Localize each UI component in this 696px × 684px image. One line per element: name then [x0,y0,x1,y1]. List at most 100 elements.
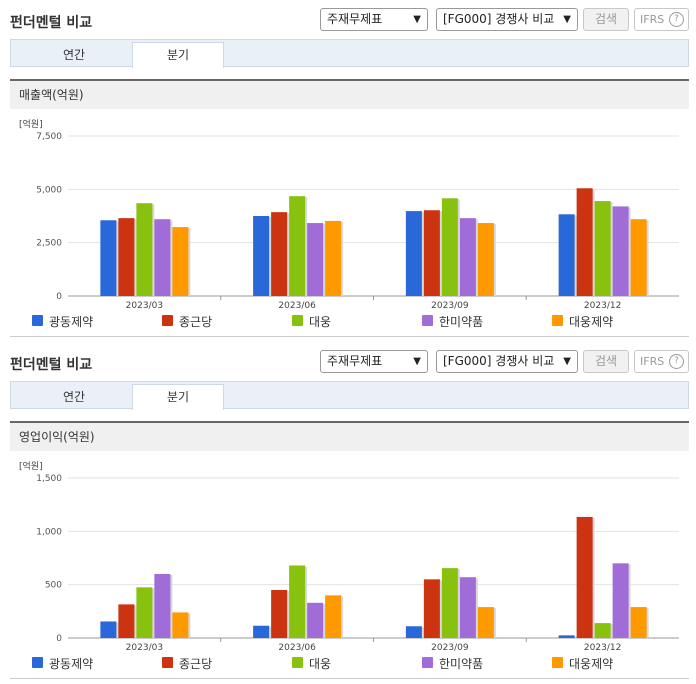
bar-5-2023-09[interactable] [477,223,494,296]
legend-label: 광동제약 [49,657,94,671]
bar-4-2023-03[interactable] [154,574,171,638]
chart-legend: 광동제약 종근당 대웅 한미약품 대웅제약 [0,655,696,671]
bar-5-2023-09[interactable] [477,607,494,638]
divider [10,336,689,337]
fundamental-panel-revenue: 펀더멘털 비교 주재무제표 ▼ [FG000] 경쟁사 비교 ▼ 검색 IFRS… [0,8,696,337]
x-tick-label: 2023/03 [126,301,163,311]
y-tick-label: 500 [45,581,62,591]
y-tick-label: 2,500 [36,239,62,249]
bar-5-2023-12[interactable] [630,219,647,296]
help-icon[interactable]: ? [669,12,684,27]
ifrs-label: IFRS [640,13,665,26]
x-tick-label: 2023/06 [278,643,316,653]
legend-swatch [292,657,303,668]
bar-4-2023-12[interactable] [612,206,629,296]
legend-swatch [552,315,563,326]
help-icon[interactable]: ? [669,354,684,369]
bar-3-2023-03[interactable] [136,587,153,638]
revenue-bar-chart: 0 2,500 5,000 7,500 2023/03 2023/06 2023/09 202… [36,132,679,311]
legend-swatch [422,315,433,326]
bar-5-2023-06[interactable] [325,220,342,296]
legend-swatch [422,657,433,668]
search-button[interactable]: 검색 [583,8,629,31]
ifrs-button[interactable]: IFRS ? [634,350,689,373]
ifrs-button[interactable]: IFRS ? [634,8,689,31]
bar-1-2023-09[interactable] [405,626,422,638]
bar-2-2023-03[interactable] [118,604,135,638]
bar-5-2023-06[interactable] [325,595,342,638]
competitor-select[interactable]: [FG000] 경쟁사 비교 ▼ [436,8,578,31]
y-tick-label: 1,500 [36,474,62,484]
bar-4-2023-09[interactable] [459,218,476,296]
bar-3-2023-06[interactable] [289,196,306,296]
bar-1-2023-03[interactable] [100,220,117,296]
statement-select[interactable]: 주재무제표 ▼ [320,8,428,31]
bar-2-2023-03[interactable] [118,218,135,296]
divider [10,678,689,679]
tab-quarterly[interactable]: 분기 [132,42,224,68]
bar-1-2023-06[interactable] [253,625,270,638]
legend-swatch [552,657,563,668]
bar-1-2023-03[interactable] [100,621,117,638]
bar-3-2023-03[interactable] [136,203,153,296]
bar-2-2023-12[interactable] [576,188,593,296]
statement-select[interactable]: 주재무제표 ▼ [320,350,428,373]
bar-4-2023-09[interactable] [459,577,476,638]
chart-legend: 광동제약 종근당 대웅 한미약품 대웅제약 [0,313,696,329]
x-tick-label: 2023/09 [431,643,469,653]
y-tick-label: 1,000 [36,527,62,537]
bar-3-2023-12[interactable] [594,201,611,296]
bar-2-2023-06[interactable] [271,590,288,638]
legend-swatch [292,315,303,326]
y-tick-label: 5,000 [36,185,62,195]
bar-5-2023-12[interactable] [630,607,647,638]
bar-4-2023-12[interactable] [612,563,629,638]
legend-label: 종근당 [179,315,213,329]
period-tabs: 연간 분기 [10,381,689,410]
competitor-select-value: [FG000] 경쟁사 비교 [443,12,555,26]
panel-title: 펀더멘털 비교 [10,357,93,373]
legend-label: 대웅제약 [569,657,614,671]
bar-3-2023-12[interactable] [594,623,611,638]
x-tick-label: 2023/12 [584,301,621,311]
bar-3-2023-09[interactable] [441,568,458,638]
bar-5-2023-03[interactable] [172,227,189,296]
legend-swatch [162,315,173,326]
bar-5-2023-03[interactable] [172,612,189,638]
y-tick-label: 0 [56,634,62,644]
bar-1-2023-09[interactable] [405,211,422,296]
bar-1-2023-06[interactable] [253,216,270,296]
bar-2-2023-06[interactable] [271,212,288,296]
legend-swatch [32,657,43,668]
bar-4-2023-06[interactable] [307,223,324,296]
fundamental-panel-operating-profit: 펀더멘털 비교 주재무제표 ▼ [FG000] 경쟁사 비교 ▼ 검색 IFRS… [0,342,696,684]
legend-label: 대웅제약 [569,315,614,329]
bar-2-2023-09[interactable] [423,210,440,296]
legend-label: 한미약품 [439,315,484,329]
legend-label: 광동제약 [49,315,94,329]
y-unit-label: [억원] [19,120,43,130]
bar-4-2023-03[interactable] [154,219,171,296]
x-tick-label: 2023/12 [584,643,621,653]
bar-1-2023-12[interactable] [558,635,575,638]
period-tabs: 연간 분기 [10,39,689,68]
tab-annual[interactable]: 연간 [62,48,86,62]
tab-quarterly[interactable]: 분기 [132,384,224,410]
chevron-down-icon: ▼ [413,14,421,25]
tab-annual[interactable]: 연간 [62,390,86,404]
bar-4-2023-06[interactable] [307,602,324,638]
bar-1-2023-12[interactable] [558,214,575,296]
competitor-select-value: [FG000] 경쟁사 비교 [443,354,555,368]
y-tick-label: 7,500 [36,132,62,142]
competitor-select[interactable]: [FG000] 경쟁사 비교 ▼ [436,350,578,373]
bar-2-2023-12[interactable] [576,516,593,638]
bar-2-2023-09[interactable] [423,579,440,638]
bar-3-2023-06[interactable] [289,565,306,638]
operating-profit-bar-chart: 0 500 1,000 1,500 2023/03 2023/06 2023/09 2023/… [36,474,679,653]
legend-label: 대웅 [309,315,332,329]
legend-swatch [162,657,173,668]
bar-3-2023-09[interactable] [441,198,458,296]
ifrs-label: IFRS [640,355,665,368]
chart-subtitle: 영업이익(억원) [10,421,689,451]
search-button[interactable]: 검색 [583,350,629,373]
